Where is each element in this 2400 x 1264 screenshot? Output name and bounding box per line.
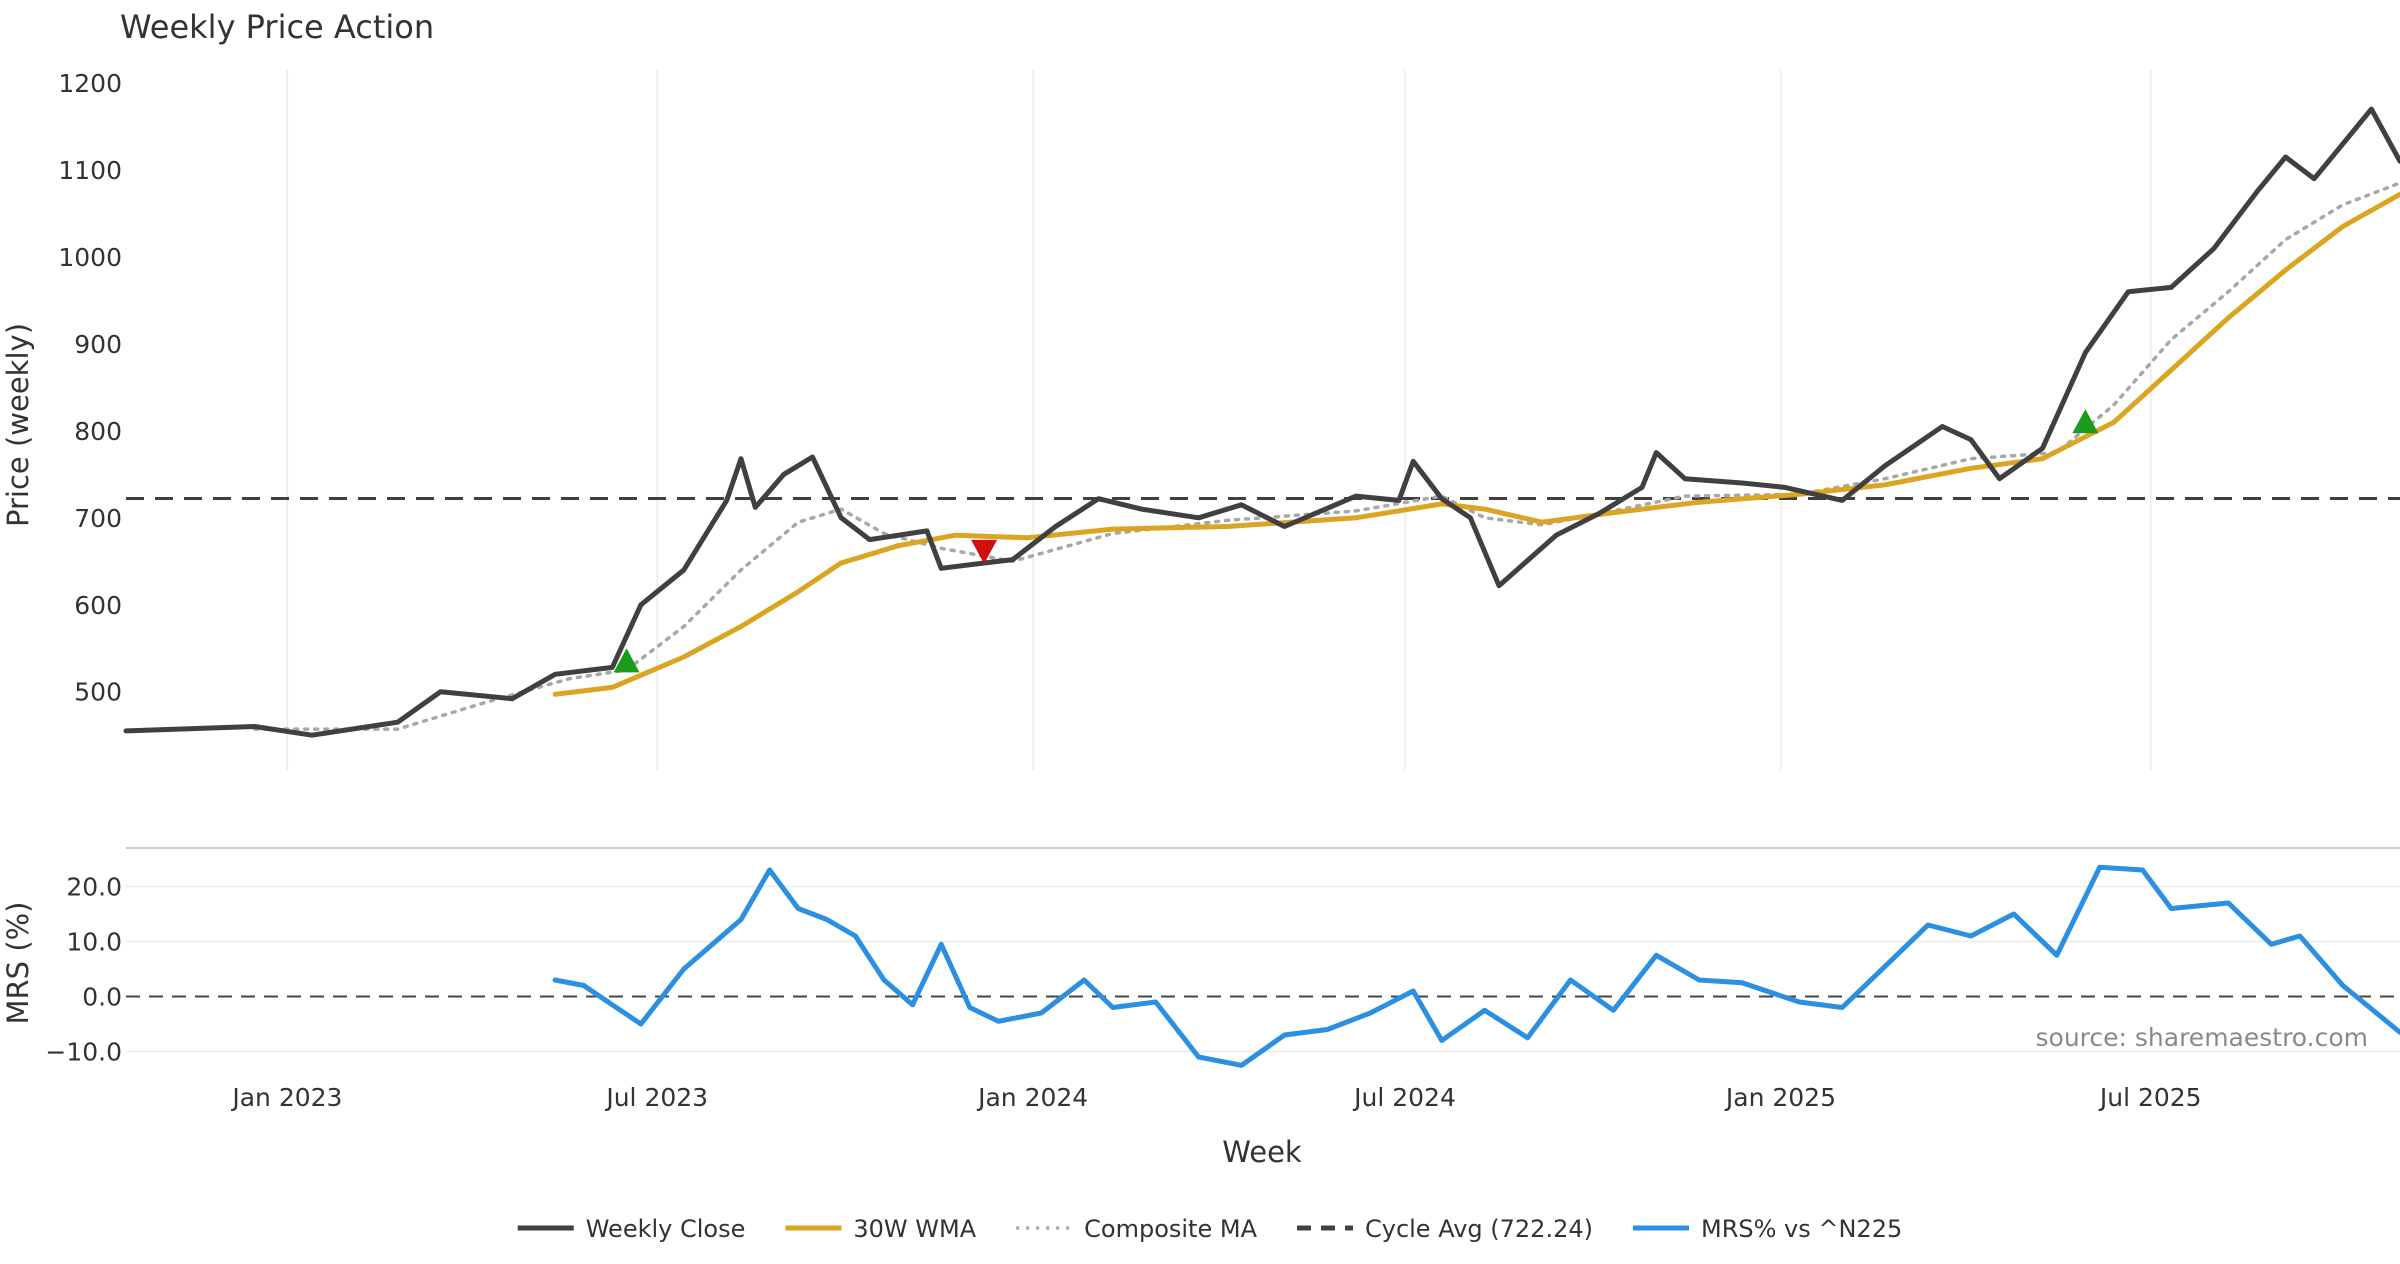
chart-marks: Jan 2023 Jul 2023 Jan 2024 Jul 2024 Jan 2025… (45, 69, 2400, 1112)
legend-item-cycle-avg-722-24: Cycle Avg (722.24) (1296, 1215, 1593, 1243)
x-tick-label: Jan 2024 (976, 1083, 1088, 1112)
source-note: source: sharemaestro.com (2036, 1023, 2369, 1052)
series-30w-wma (552, 191, 2400, 697)
legend-label: 30W WMA (853, 1215, 976, 1243)
mrs-y-tick-label: 20.0 (66, 873, 122, 902)
mrs-y-tick-label: 10.0 (66, 928, 122, 957)
chart-title: Weekly Price Action (120, 8, 434, 46)
buy-signal-marker (613, 648, 640, 673)
legend-label: Composite MA (1084, 1215, 1257, 1243)
mrs-y-tick-label: 0.0 (82, 983, 122, 1012)
x-tick-label: Jan 2023 (230, 1083, 342, 1112)
price-y-tick-label: 1200 (58, 69, 122, 98)
price-axis-label: Price (weekly) (1, 323, 35, 527)
price-y-tick-label: 500 (74, 678, 122, 707)
price-y-tick-label: 800 (74, 417, 122, 446)
x-tick-label: Jul 2025 (2098, 1083, 2202, 1112)
legend-item-weekly-close: Weekly Close (517, 1215, 746, 1243)
x-tick-label: Jul 2024 (1352, 1083, 1456, 1112)
sell-signal-marker (971, 539, 998, 564)
legend-item-30w-wma: 30W WMA (785, 1215, 977, 1243)
x-axis-label: Week (1222, 1135, 1302, 1169)
series-mrs-vs-n225 (552, 864, 2400, 1068)
buy-signal-marker (2072, 409, 2099, 434)
legend: Weekly Close 30W WMA Composite MA Cycle Avg… (517, 1215, 1902, 1243)
legend-item-mrs-vs-n225: MRS% vs ^N225 (1632, 1215, 1902, 1243)
price-y-tick-label: 600 (74, 591, 122, 620)
series-weekly-close (123, 106, 2400, 738)
mrs-axis-label: MRS (%) (1, 902, 35, 1025)
mrs-y-tick-label: −10.0 (45, 1038, 122, 1067)
price-y-tick-label: 1100 (58, 156, 122, 185)
x-tick-label: Jul 2023 (604, 1083, 708, 1112)
x-tick-label: Jan 2025 (1724, 1083, 1836, 1112)
legend-label: MRS% vs ^N225 (1701, 1215, 1902, 1243)
legend-item-composite-ma: Composite MA (1016, 1215, 1258, 1243)
legend-label: Cycle Avg (722.24) (1365, 1215, 1593, 1243)
price-y-tick-label: 900 (74, 330, 122, 359)
price-y-tick-label: 700 (74, 504, 122, 533)
legend-label: Weekly Close (586, 1215, 746, 1243)
series-composite-ma (252, 181, 2400, 731)
price-y-tick-label: 1000 (58, 243, 122, 272)
